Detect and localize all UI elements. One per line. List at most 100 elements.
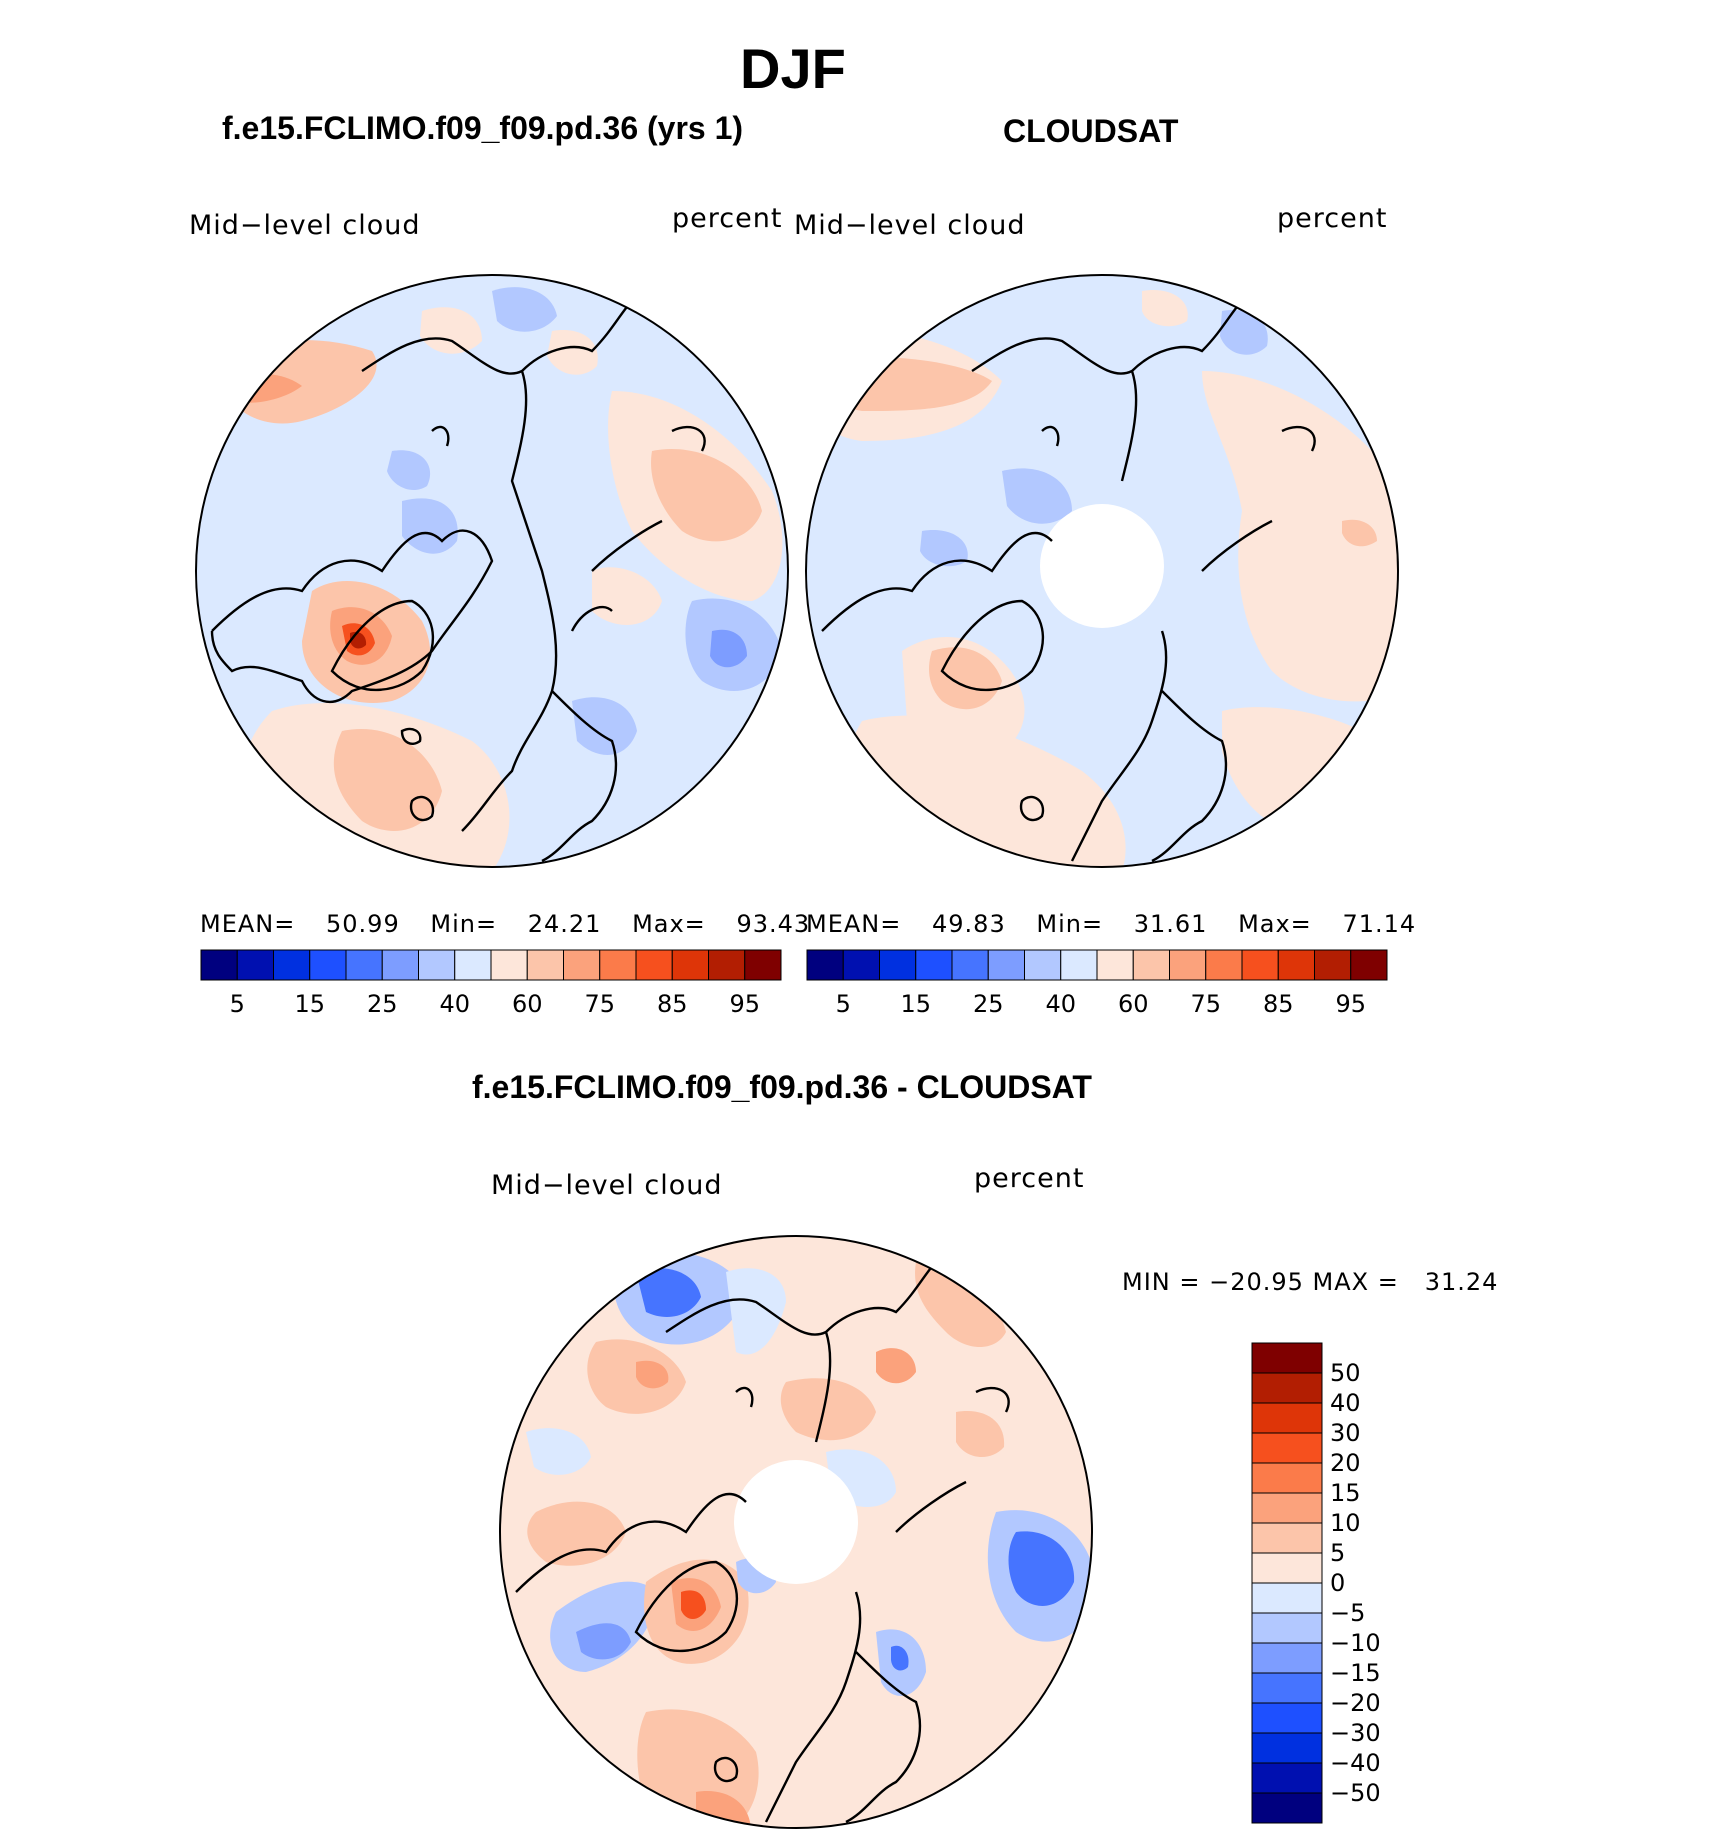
model-colorbar-swatch-10	[563, 949, 601, 981]
obs-panel-title: CLOUDSAT	[1003, 113, 1179, 149]
model-panel-title: f.e15.FCLIMO.f09_f09.pd.36 (yrs 1)	[222, 110, 744, 146]
obs-colorbar-swatch-15	[1350, 949, 1388, 981]
diff-colorbar-tick-label: 40	[1330, 1389, 1361, 1417]
model-colorbar-ticks: 5 15 25 40 60 75 85 95	[201, 990, 781, 1020]
model-colorbar-swatch-13	[671, 949, 709, 981]
diff-colorbar-swatch-8	[1251, 1582, 1323, 1614]
model-colorbar-swatch-7	[454, 949, 492, 981]
diff-colorbar-swatch-0	[1251, 1342, 1323, 1374]
obs-colorbar-swatch-11	[1205, 949, 1243, 981]
obs-colorbar-tick-label: 60	[1117, 990, 1149, 1018]
model-colorbar-swatch-3	[309, 949, 347, 981]
obs-colorbar-swatch-0	[806, 949, 844, 981]
obs-colorbar-swatch-8	[1096, 949, 1134, 981]
diff-colorbar-swatch-10	[1251, 1642, 1323, 1674]
diff-colorbar-swatch-9	[1251, 1612, 1323, 1644]
obs-colorbar-tick-label: 5	[835, 990, 851, 1018]
diff-colorbar	[1251, 1342, 1323, 1824]
model-colorbar-swatch-14	[708, 949, 746, 981]
obs-units-label: percent	[1277, 203, 1388, 234]
model-colorbar-swatch-4	[345, 949, 383, 981]
obs-colorbar-swatch-6	[1024, 949, 1062, 981]
diff-colorbar-swatch-7	[1251, 1552, 1323, 1584]
model-colorbar-tick-label: 60	[511, 990, 543, 1018]
diff-colorbar-swatch-6	[1251, 1522, 1323, 1554]
obs-colorbar-tick-label: 95	[1335, 990, 1367, 1018]
obs-colorbar-swatch-1	[842, 949, 880, 981]
model-colorbar-tick-label: 15	[294, 990, 326, 1018]
obs-colorbar-tick-label: 40	[1045, 990, 1077, 1018]
diff-minmax: MIN = −20.95 MAX = 31.24	[1122, 1268, 1499, 1296]
diff-panel-title: f.e15.FCLIMO.f09_f09.pd.36 - CLOUDSAT	[472, 1069, 1092, 1105]
diff-colorbar-tick-label: 50	[1330, 1359, 1361, 1387]
model-units-label: percent	[672, 203, 783, 234]
diff-units-label: percent	[974, 1163, 1085, 1194]
model-min-label: Min=	[430, 910, 498, 938]
diff-colorbar-swatch-12	[1251, 1702, 1323, 1734]
obs-colorbar	[806, 949, 1388, 981]
diff-colorbar-tick-label: 5	[1330, 1539, 1346, 1567]
obs-colorbar-ticks: 5 15 25 40 60 75 85 95	[807, 990, 1387, 1020]
obs-colorbar-tick-label: 25	[972, 990, 1004, 1018]
model-colorbar-swatch-15	[744, 949, 782, 981]
diff-colorbar-tick-label: 10	[1330, 1509, 1361, 1537]
obs-stats: MEAN= 49.83 Min= 31.61 Max= 71.14	[806, 910, 1416, 938]
diff-variable-label: Mid−level cloud	[491, 1170, 723, 1201]
obs-mean-value: 49.83	[932, 910, 1006, 938]
diff-colorbar-swatch-15	[1251, 1792, 1323, 1824]
model-colorbar-swatch-8	[490, 949, 528, 981]
model-colorbar-tick-label: 25	[366, 990, 398, 1018]
obs-colorbar-swatch-9	[1132, 949, 1170, 981]
obs-colorbar-tick-label: 75	[1190, 990, 1222, 1018]
model-colorbar-swatch-2	[273, 949, 311, 981]
obs-colorbar-swatch-10	[1169, 949, 1207, 981]
model-polar-map	[195, 274, 789, 868]
obs-polar-map	[805, 274, 1399, 868]
obs-colorbar-swatch-13	[1277, 949, 1315, 981]
obs-colorbar-tick-label: 15	[900, 990, 932, 1018]
diff-colorbar-tick-label: 20	[1330, 1449, 1361, 1477]
obs-colorbar-swatch-12	[1241, 949, 1279, 981]
diff-colorbar-swatch-5	[1251, 1492, 1323, 1524]
figure-title: DJF	[740, 37, 846, 100]
model-colorbar-tick-label: 85	[656, 990, 688, 1018]
diff-colorbar-swatch-3	[1251, 1432, 1323, 1464]
diff-colorbar-tick-label: −50	[1330, 1779, 1381, 1807]
model-max-label: Max=	[632, 910, 706, 938]
diff-colorbar-tick-label: −15	[1330, 1659, 1381, 1687]
model-colorbar	[200, 949, 782, 981]
obs-colorbar-tick-label: 85	[1262, 990, 1294, 1018]
model-colorbar-tick-label: 40	[439, 990, 471, 1018]
diff-colorbar-swatch-14	[1251, 1762, 1323, 1794]
diff-colorbar-tick-label: −5	[1330, 1599, 1366, 1627]
model-colorbar-swatch-6	[418, 949, 456, 981]
model-stats: MEAN= 50.99 Min= 24.21 Max= 93.43	[200, 910, 810, 938]
diff-colorbar-swatch-13	[1251, 1732, 1323, 1764]
model-variable-label: Mid−level cloud	[189, 210, 421, 241]
obs-colorbar-swatch-7	[1060, 949, 1098, 981]
obs-min-label: Min=	[1036, 910, 1104, 938]
diff-colorbar-tick-label: −20	[1330, 1689, 1381, 1717]
diff-colorbar-swatch-11	[1251, 1672, 1323, 1704]
model-colorbar-tick-label: 95	[729, 990, 761, 1018]
obs-max-value: 71.14	[1342, 910, 1417, 938]
obs-colorbar-swatch-4	[951, 949, 989, 981]
model-colorbar-swatch-0	[200, 949, 238, 981]
obs-min-value: 31.61	[1133, 910, 1208, 938]
obs-mean-label: MEAN=	[806, 910, 902, 938]
diff-colorbar-ticks: 50 40 30 20 15 10 5 0 −5 −10 −15 −20 −30 −40 −50	[1330, 1343, 1410, 1823]
diff-colorbar-swatch-4	[1251, 1462, 1323, 1494]
model-colorbar-swatch-1	[236, 949, 274, 981]
obs-colorbar-swatch-3	[915, 949, 953, 981]
model-colorbar-swatch-9	[526, 949, 564, 981]
diff-colorbar-tick-label: −10	[1330, 1629, 1381, 1657]
model-max-value: 93.43	[736, 910, 811, 938]
model-colorbar-swatch-11	[599, 949, 637, 981]
diff-colorbar-swatch-2	[1251, 1402, 1323, 1434]
obs-colorbar-swatch-14	[1314, 949, 1352, 981]
diff-colorbar-tick-label: 30	[1330, 1419, 1361, 1447]
model-colorbar-swatch-5	[381, 949, 419, 981]
model-colorbar-swatch-12	[635, 949, 673, 981]
obs-colorbar-swatch-5	[987, 949, 1025, 981]
model-min-value: 24.21	[527, 910, 602, 938]
